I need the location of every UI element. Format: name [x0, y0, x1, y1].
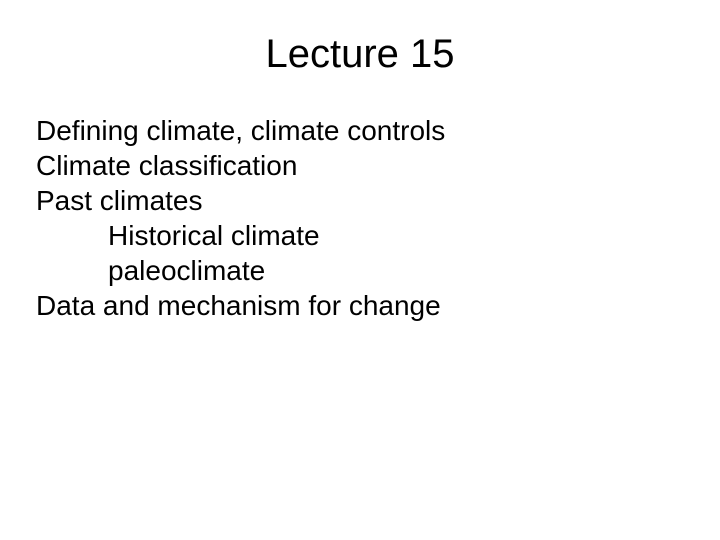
content-line: Climate classification — [36, 148, 684, 183]
content-line-indented: Historical climate — [36, 218, 684, 253]
content-line: Data and mechanism for change — [36, 288, 684, 323]
slide-container: Lecture 15 Defining climate, climate con… — [0, 0, 720, 540]
slide-title: Lecture 15 — [36, 32, 684, 77]
slide-content: Defining climate, climate controls Clima… — [36, 113, 684, 323]
content-line-indented: paleoclimate — [36, 253, 684, 288]
content-line: Defining climate, climate controls — [36, 113, 684, 148]
content-line: Past climates — [36, 183, 684, 218]
